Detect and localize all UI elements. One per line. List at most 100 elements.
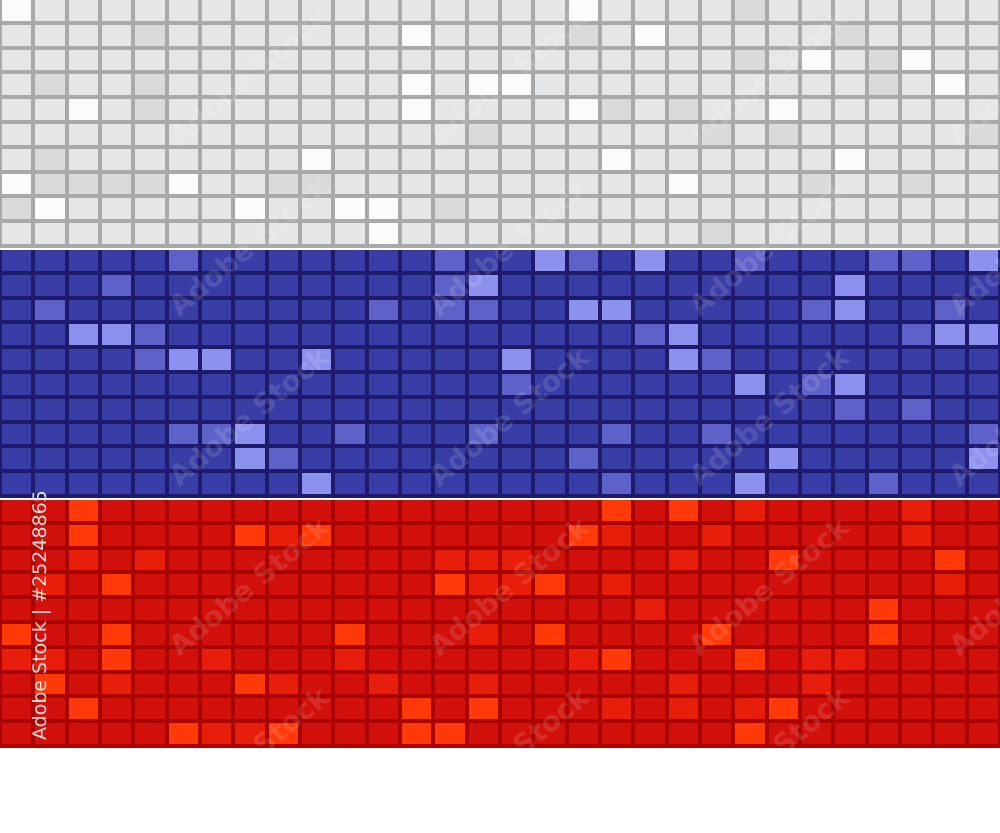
mosaic-tile	[535, 623, 565, 645]
mosaic-tile	[368, 723, 398, 744]
mosaic-tile	[701, 24, 732, 46]
mosaic-tile	[2, 250, 32, 271]
mosaic-tile	[35, 99, 65, 120]
stripe-separator	[0, 498, 1000, 500]
mosaic-tile	[901, 398, 932, 420]
mosaic-tile	[35, 723, 65, 744]
mosaic-tile	[168, 448, 198, 470]
mosaic-tile	[335, 673, 365, 695]
mosaic-tile	[235, 723, 265, 744]
mosaic-tile	[335, 99, 365, 120]
mosaic-tile	[235, 324, 265, 346]
mosaic-tile	[301, 324, 332, 346]
mosaic-tile	[401, 324, 432, 346]
mosaic-tile	[2, 324, 32, 346]
mosaic-tile	[801, 0, 832, 21]
mosaic-tile	[201, 698, 232, 720]
mosaic-tile	[968, 723, 998, 744]
mosaic-tile	[501, 698, 532, 720]
mosaic-tile	[235, 349, 265, 370]
mosaic-tile	[435, 448, 465, 470]
mosaic-tile	[35, 648, 65, 670]
mosaic-tile	[301, 349, 332, 370]
mosaic-tile	[435, 698, 465, 720]
mosaic-tile	[168, 524, 198, 546]
mosaic-tile	[601, 349, 632, 370]
mosaic-tile	[468, 349, 498, 370]
mosaic-tile	[901, 648, 932, 670]
mosaic-tile	[435, 173, 465, 195]
mosaic-tile	[601, 599, 632, 620]
mosaic-tile	[235, 524, 265, 546]
mosaic-tile	[501, 648, 532, 670]
mosaic-tile	[968, 123, 998, 145]
mosaic-tile	[401, 99, 432, 120]
mosaic-tile	[801, 299, 832, 321]
mosaic-tile	[301, 423, 332, 445]
mosaic-tile	[535, 24, 565, 46]
mosaic-tile	[535, 173, 565, 195]
mosaic-tile	[935, 250, 965, 271]
mosaic-tile	[135, 648, 165, 670]
mosaic-tile	[535, 74, 565, 96]
mosaic-tile	[235, 148, 265, 170]
mosaic-tile	[468, 223, 498, 244]
mosaic-tile	[735, 599, 765, 620]
mosaic-tile	[2, 698, 32, 720]
mosaic-tile	[901, 723, 932, 744]
mosaic-tile	[301, 274, 332, 296]
mosaic-tile	[468, 24, 498, 46]
mosaic-tile	[368, 423, 398, 445]
mosaic-tile	[35, 198, 65, 220]
mosaic-tile	[601, 398, 632, 420]
mosaic-tile	[768, 349, 798, 370]
mosaic-tile	[635, 524, 665, 546]
mosaic-tile	[801, 398, 832, 420]
mosaic-tile	[335, 74, 365, 96]
mosaic-tile	[168, 274, 198, 296]
mosaic-tile	[901, 250, 932, 271]
mosaic-tile	[201, 673, 232, 695]
mosaic-tile	[935, 423, 965, 445]
mosaic-tile	[535, 349, 565, 370]
mosaic-tile	[168, 349, 198, 370]
mosaic-tile	[401, 423, 432, 445]
mosaic-tile	[901, 123, 932, 145]
mosaic-tile	[335, 423, 365, 445]
mosaic-tile	[601, 250, 632, 271]
mosaic-tile	[635, 648, 665, 670]
mosaic-tile	[168, 0, 198, 21]
mosaic-tile	[835, 524, 865, 546]
mosaic-tile	[2, 549, 32, 571]
mosaic-tile	[535, 448, 565, 470]
mosaic-tile	[68, 698, 98, 720]
mosaic-tile	[68, 49, 98, 71]
mosaic-tile	[235, 0, 265, 21]
mosaic-tile	[601, 123, 632, 145]
mosaic-tile	[768, 0, 798, 21]
mosaic-tile	[735, 49, 765, 71]
mosaic-tile	[35, 173, 65, 195]
mosaic-tile	[101, 524, 132, 546]
mosaic-tile	[135, 74, 165, 96]
mosaic-tile	[968, 398, 998, 420]
mosaic-tile	[701, 299, 732, 321]
mosaic-tile	[901, 148, 932, 170]
mosaic-tile	[435, 349, 465, 370]
mosaic-tile	[801, 148, 832, 170]
mosaic-tile	[68, 398, 98, 420]
mosaic-tile	[201, 198, 232, 220]
mosaic-tile	[601, 648, 632, 670]
mosaic-tile	[601, 324, 632, 346]
mosaic-tile	[901, 524, 932, 546]
mosaic-tile	[68, 250, 98, 271]
mosaic-tile	[35, 123, 65, 145]
mosaic-tile	[201, 0, 232, 21]
mosaic-tile	[868, 398, 898, 420]
mosaic-tile	[468, 74, 498, 96]
mosaic-tile	[168, 198, 198, 220]
mosaic-tile	[735, 398, 765, 420]
mosaic-tile	[168, 574, 198, 596]
mosaic-tile	[735, 324, 765, 346]
mosaic-tile	[2, 673, 32, 695]
